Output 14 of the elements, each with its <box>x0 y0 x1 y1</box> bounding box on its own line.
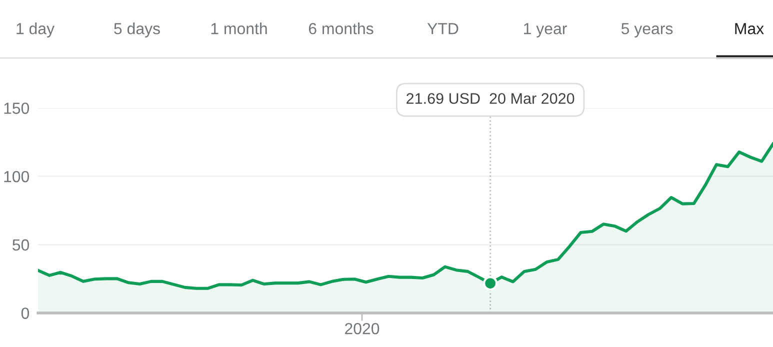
text: 1 day <box>16 22 55 38</box>
y-tick-label: 50 <box>12 239 30 251</box>
text: 6 months <box>308 22 374 34</box>
text: 1 month <box>211 22 267 34</box>
text: Max <box>735 23 764 34</box>
text: 5 years <box>621 23 673 38</box>
text: 21.69 USD 20 Mar 2020 <box>406 93 574 104</box>
text: 5 days <box>114 22 160 38</box>
y-tick-label: 100 <box>4 170 30 182</box>
text: 2020 <box>345 322 380 334</box>
text: YTD <box>427 23 458 34</box>
y-tick-label: 150 <box>4 102 30 114</box>
y-tick-label: 0 <box>21 308 30 319</box>
text: 1 year <box>524 23 567 38</box>
